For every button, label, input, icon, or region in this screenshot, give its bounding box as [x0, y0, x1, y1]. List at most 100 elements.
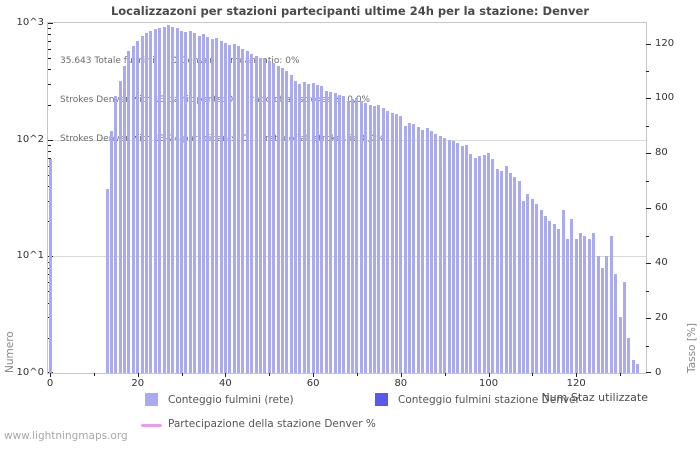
- bar: [294, 81, 298, 373]
- bar: [302, 82, 306, 373]
- x-tick-label: 60: [306, 378, 320, 389]
- bar: [631, 359, 635, 373]
- bar: [425, 128, 429, 373]
- legend-label-network: Conteggio fulmini (rete): [168, 394, 294, 406]
- bar: [622, 282, 626, 373]
- bar: [315, 84, 319, 373]
- bar: [552, 223, 556, 373]
- bar: [421, 129, 425, 373]
- y-right-tick-label: 0: [655, 367, 662, 378]
- y-left-minor-tick: [48, 145, 51, 146]
- y-right-tick-label: 120: [655, 37, 675, 49]
- x-minor-tick: [269, 373, 271, 376]
- bar: [636, 363, 640, 373]
- y-left-major-tick: [48, 139, 53, 141]
- bar: [508, 172, 512, 373]
- bar: [324, 91, 328, 373]
- bar: [329, 92, 333, 373]
- bar: [342, 96, 346, 373]
- x-major-tick: [50, 373, 51, 377]
- bar: [430, 131, 433, 373]
- bar: [263, 59, 267, 373]
- bar: [408, 122, 412, 373]
- bar: [144, 32, 148, 373]
- bar: [465, 145, 469, 373]
- bar: [215, 37, 219, 373]
- bar: [311, 83, 315, 373]
- bar: [175, 28, 179, 373]
- x-major-tick: [313, 373, 315, 377]
- bar: [548, 221, 552, 373]
- y-axis-title-right: Tasso [%]: [686, 323, 698, 373]
- bar: [223, 42, 227, 373]
- bar: [399, 115, 403, 373]
- bar: [276, 65, 280, 373]
- y-axis-title-left: Numero: [4, 331, 16, 373]
- bar: [109, 131, 113, 373]
- y-right-major-tick: [646, 98, 651, 100]
- y-left-tick-label: 10^0: [16, 367, 44, 378]
- bar: [320, 86, 324, 373]
- bar: [443, 137, 447, 373]
- legend-label-station: Conteggio fulmini stazione Denver: [398, 394, 580, 406]
- bar: [254, 56, 258, 373]
- bar: [394, 113, 398, 373]
- bar: [136, 41, 140, 373]
- bar: [535, 204, 539, 373]
- bar: [373, 106, 376, 373]
- bar: [583, 235, 587, 373]
- x-minor-tick: [620, 373, 622, 376]
- x-tick-label: 40: [219, 378, 232, 389]
- bar: [346, 101, 350, 373]
- bar: [333, 93, 337, 373]
- bar: [513, 176, 517, 373]
- bar: [289, 75, 293, 373]
- bar: [245, 51, 249, 373]
- bar: [272, 63, 276, 373]
- x-minor-tick: [181, 373, 183, 376]
- y-right-major-tick: [646, 372, 651, 373]
- bar: [285, 71, 289, 373]
- x-major-tick: [400, 373, 402, 377]
- legend-swatch-station: [375, 393, 388, 406]
- bar: [618, 317, 622, 373]
- bar: [522, 200, 526, 373]
- x-tick-label: 20: [131, 378, 145, 389]
- bar: [587, 239, 591, 373]
- bar: [180, 30, 184, 373]
- bar: [188, 30, 192, 373]
- watermark-link[interactable]: www.lightningmaps.org: [4, 430, 128, 442]
- y-left-minor-tick: [48, 104, 51, 106]
- bar: [184, 32, 188, 373]
- legend-swatch-network: [145, 393, 158, 406]
- y-right-tick-label: 100: [655, 92, 675, 104]
- bar: [368, 104, 372, 373]
- bar: [381, 108, 385, 373]
- bar: [193, 33, 197, 373]
- bar: [114, 95, 118, 373]
- bar: [267, 61, 271, 373]
- y-right-major-tick: [646, 263, 651, 265]
- y-left-minor-tick: [48, 34, 51, 36]
- bar: [447, 139, 451, 373]
- x-axis-title: Num Staz utilizzate: [541, 391, 648, 404]
- bar: [149, 30, 153, 373]
- y-left-minor-tick: [48, 157, 51, 159]
- y-right-tick-label: 80: [655, 147, 668, 159]
- x-tick-label: 80: [394, 378, 408, 389]
- bar: [539, 209, 543, 373]
- bar: [355, 97, 359, 373]
- x-major-tick: [488, 373, 490, 377]
- bar: [500, 170, 504, 373]
- bar: [105, 188, 109, 373]
- bar: [460, 146, 464, 373]
- y-right-minor-tick: [646, 71, 649, 73]
- bar: [574, 239, 578, 373]
- bar: [517, 181, 521, 373]
- bar: [416, 127, 420, 373]
- bar: [298, 84, 302, 373]
- x-minor-tick: [444, 373, 446, 376]
- y-right-minor-tick: [646, 125, 649, 127]
- y-right-major-tick: [646, 208, 651, 210]
- y-right-minor-tick: [646, 290, 649, 292]
